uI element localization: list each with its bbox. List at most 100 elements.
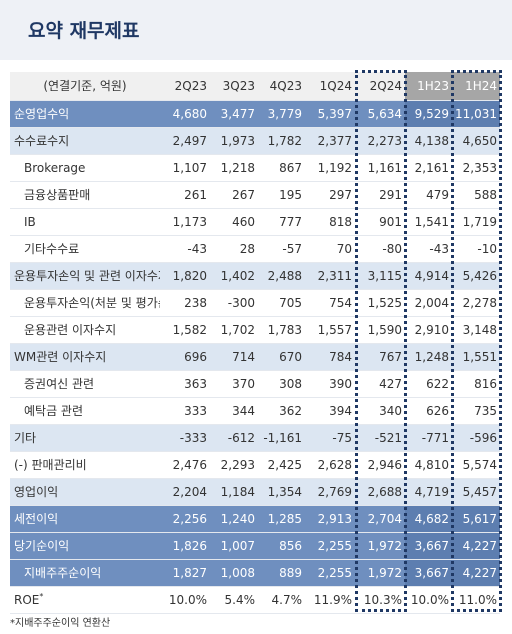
cell: 784 — [305, 343, 355, 371]
column-header: 1H23 — [405, 72, 452, 101]
header-row: (연결기준, 억원) 2Q23 3Q23 4Q23 1Q24 2Q24 1H23 1H24 — [10, 72, 500, 101]
cell: 4,650 — [452, 127, 500, 155]
cell: 4,682 — [405, 505, 452, 533]
cell: 714 — [210, 343, 258, 371]
cell: 1,240 — [210, 505, 258, 533]
column-header: 1H24 — [452, 72, 500, 101]
cell: -612 — [210, 424, 258, 452]
cell: 1,582 — [160, 316, 210, 344]
cell: 670 — [258, 343, 305, 371]
cell: 2,204 — [160, 478, 210, 506]
cell: 588 — [452, 181, 500, 209]
cell: 3,477 — [210, 100, 258, 128]
row-label: 기타 — [10, 424, 160, 452]
cell: 2,377 — [305, 127, 355, 155]
cell: 1,192 — [305, 154, 355, 182]
row-label: 증권여신 관련 — [10, 370, 160, 398]
cell: 394 — [305, 397, 355, 425]
table-row: 운용투자손익 및 관련 이자수지 1,820 1,402 2,488 2,311 3,11… — [10, 262, 500, 290]
cell: 5,617 — [452, 505, 500, 533]
cell: 238 — [160, 289, 210, 317]
cell: 10.0% — [405, 586, 452, 614]
cell: 5,574 — [452, 451, 500, 479]
row-label: IB — [10, 208, 160, 236]
table-row: 운용관련 이자수지 1,582 1,702 1,783 1,557 1,590 2,910 3… — [10, 316, 500, 344]
row-label: 운용관련 이자수지 — [10, 316, 160, 344]
table-row: 영업이익 2,204 1,184 1,354 2,769 2,688 4,719 5,457 — [10, 478, 500, 506]
cell: 1,590 — [355, 316, 405, 344]
cell: 5,457 — [452, 478, 500, 506]
cell: 1,826 — [160, 532, 210, 560]
cell: 1,248 — [405, 343, 452, 371]
cell: 2,425 — [258, 451, 305, 479]
cell: 626 — [405, 397, 452, 425]
cell: 2,255 — [305, 532, 355, 560]
row-label: 기타수수료 — [10, 235, 160, 263]
cell: 195 — [258, 181, 305, 209]
cell: 340 — [355, 397, 405, 425]
cell: 308 — [258, 370, 305, 398]
row-label: 운용투자손익 및 관련 이자수지 — [10, 262, 160, 290]
cell: 1,173 — [160, 208, 210, 236]
cell: 4,810 — [405, 451, 452, 479]
cell: 1,285 — [258, 505, 305, 533]
cell: 4.7% — [258, 586, 305, 614]
cell: 867 — [258, 154, 305, 182]
column-header: 2Q24 — [355, 72, 405, 101]
cell: 1,161 — [355, 154, 405, 182]
table-row: WM관련 이자수지 696 714 670 784 767 1,248 1,551 — [10, 343, 500, 371]
cell: 10.3% — [355, 586, 405, 614]
cell: 2,256 — [160, 505, 210, 533]
table-row: (-) 판매관리비 2,476 2,293 2,425 2,628 2,946 4,810 5… — [10, 451, 500, 479]
cell: 297 — [305, 181, 355, 209]
cell: 1,783 — [258, 316, 305, 344]
cell: 344 — [210, 397, 258, 425]
row-label: 수수료수지 — [10, 127, 160, 155]
row-label: Brokerage — [10, 154, 160, 182]
cell: 1,972 — [355, 532, 405, 560]
cell: -521 — [355, 424, 405, 452]
cell: 856 — [258, 532, 305, 560]
cell: 362 — [258, 397, 305, 425]
cell: 2,353 — [452, 154, 500, 182]
cell: -1,161 — [258, 424, 305, 452]
cell: 705 — [258, 289, 305, 317]
cell: 9,529 — [405, 100, 452, 128]
cell: 2,476 — [160, 451, 210, 479]
cell: 11,031 — [452, 100, 500, 128]
cell: 1,218 — [210, 154, 258, 182]
row-label: ROE* — [10, 586, 160, 614]
cell: 1,354 — [258, 478, 305, 506]
cell: 2,255 — [305, 559, 355, 587]
cell: -771 — [405, 424, 452, 452]
cell: 1,827 — [160, 559, 210, 587]
row-label: 지배주주순이익 — [10, 559, 160, 587]
cell: 70 — [305, 235, 355, 263]
cell: 2,161 — [405, 154, 452, 182]
table-row: Brokerage 1,107 1,218 867 1,192 1,161 2,161 2,3… — [10, 154, 500, 182]
title-box — [0, 0, 512, 60]
cell: 4,227 — [452, 559, 500, 587]
cell: 2,704 — [355, 505, 405, 533]
cell: 3,667 — [405, 532, 452, 560]
cell: 2,688 — [355, 478, 405, 506]
row-label: 당기순이익 — [10, 532, 160, 560]
cell: 10.0% — [160, 586, 210, 614]
cell: 3,115 — [355, 262, 405, 290]
cell: 390 — [305, 370, 355, 398]
cell: 2,488 — [258, 262, 305, 290]
cell: 622 — [405, 370, 452, 398]
cell: 889 — [258, 559, 305, 587]
cell: 4,680 — [160, 100, 210, 128]
table-row: 예탁금 관련 333 344 362 394 340 626 735 — [10, 397, 500, 425]
row-label: 운용투자손익(처분 및 평가손익) — [10, 289, 160, 317]
row-label: WM관련 이자수지 — [10, 343, 160, 371]
cell: 1,551 — [452, 343, 500, 371]
cell: 777 — [258, 208, 305, 236]
cell: 3,779 — [258, 100, 305, 128]
cell: 1,007 — [210, 532, 258, 560]
cell: 818 — [305, 208, 355, 236]
row-label: (-) 판매관리비 — [10, 451, 160, 479]
cell: 2,913 — [305, 505, 355, 533]
cell: 460 — [210, 208, 258, 236]
